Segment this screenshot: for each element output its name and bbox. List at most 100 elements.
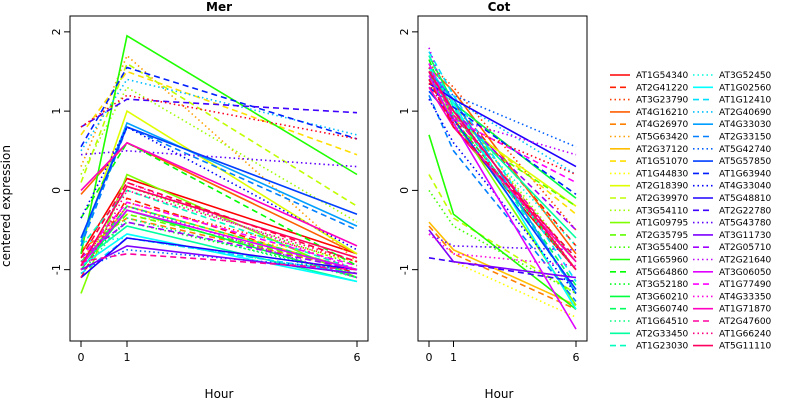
series-line-0-28 [80,125,358,247]
panel-mer: Mer Hour 0 1 6 -1 0 1 2 [50,0,369,400]
legend-label: AT5G48810 [719,194,772,204]
panel-title-cot: Cot [488,0,511,14]
y-tick-label: 0 [398,187,411,194]
series-line-1-14 [428,189,577,295]
series-line-0-31 [80,66,358,148]
legend-label: AT1G66240 [719,329,772,339]
legend-label: AT2G37120 [636,145,689,155]
legend-label: AT5G42740 [719,145,772,155]
legend-label: AT5G64860 [636,268,689,278]
series-line-0-19 [80,205,358,271]
y-tick-label: 1 [50,108,63,115]
series-line-1-31 [428,86,577,196]
legend-label: AT1G64510 [636,317,689,327]
legend-label: AT4G16210 [636,108,689,118]
series-line-1-34 [428,257,577,283]
legend-label: AT5G11110 [719,342,772,352]
legend-label: AT1G65960 [636,256,689,266]
legend-label: AT3G06050 [719,268,772,278]
legend-label: AT3G54110 [636,206,689,216]
legend-label: AT2G35795 [636,231,688,241]
legend-label: AT4G33030 [719,120,772,130]
legend-label: AT1G54340 [636,71,689,81]
series-line-0-33 [80,237,358,279]
series-line-1-24 [428,67,577,310]
legend-label: AT1G51070 [636,157,689,167]
legend-label: AT3G60210 [636,292,689,302]
x-axis-title-cot: Hour [485,387,514,400]
series-line-0-11 [80,86,358,223]
series-line-0-47 [80,94,358,140]
legend-label: AT2G33150 [719,133,772,143]
legend-label: AT2G41220 [636,83,689,93]
legend-label: AT1G02560 [719,83,772,93]
x-axis-title-mer: Hour [205,387,234,400]
series-line-0-32 [80,125,358,251]
series-line-0-8 [80,213,358,263]
series-line-0-20 [80,217,358,279]
legend-label: AT5G63420 [636,133,689,143]
panel-title-mer: Mer [206,0,232,14]
y-tick-label: 2 [50,28,63,35]
legend-label: AT1G71870 [719,305,772,315]
series-line-1-40 [428,63,577,184]
y-tick-label: 1 [398,108,411,115]
series-line-1-43 [428,71,577,263]
x-tick-label: 0 [426,351,433,364]
y-tick-label: 0 [50,187,63,194]
legend-label: AT2G18390 [636,182,689,192]
legend-label: AT4G26970 [636,120,689,130]
legend-label: AT2G22780 [719,206,772,216]
panel-cot: Cot Hour 0 1 6 -1 0 1 2 [398,0,588,400]
series-line-1-15 [428,134,577,310]
x-tick-label: 6 [354,351,361,364]
legend-label: AT3G60740 [636,305,689,315]
series-line-0-34 [80,98,358,128]
series-line-1-3 [428,66,577,255]
legend-label: AT1G12410 [719,96,772,106]
series-line-0-43 [80,252,358,271]
series-line-0-16 [80,141,358,267]
series-line-0-42 [80,141,358,247]
legend-label: AT1G63940 [719,169,772,179]
legend-label: AT3G52180 [636,280,689,290]
series-line-0-0 [80,177,358,255]
series-line-0-35 [80,149,358,168]
legend-label: AT2G47600 [719,317,772,327]
series-line-1-35 [428,233,577,251]
series-line-1-28 [428,94,577,302]
series-line-0-37 [80,221,358,271]
series-line-1-41 [428,233,577,267]
series-line-0-26 [80,78,358,152]
series-line-0-10 [80,62,358,207]
y-tick-label: -1 [50,264,63,275]
x-tick-label: 0 [78,351,85,364]
series-line-0-46 [80,181,358,263]
plot-frame [417,15,588,342]
legend-label: AT2G40690 [719,108,772,118]
series-line-0-30 [80,125,358,239]
series-line-1-10 [428,174,577,295]
series-line-1-6 [428,221,577,307]
legend-label: AT3G11730 [719,231,772,241]
x-tick-label: 1 [450,351,457,364]
legend-label: AT1G09795 [636,219,688,229]
y-tick-label: -1 [398,264,411,275]
legend-label: AT5G57850 [719,157,772,167]
legend-label: AT2G33450 [636,329,689,339]
x-tick-label: 1 [124,351,131,364]
series-line-1-46 [428,79,577,259]
legend-label: AT3G55400 [636,243,689,253]
series-line-0-39 [80,209,358,271]
legend-label: AT1G77490 [719,280,772,290]
series-line-1-47 [428,82,577,176]
legend-label: AT1G23030 [636,342,689,352]
series-line-0-45 [80,185,358,267]
legend-label: AT3G23790 [636,96,689,106]
x-tick-label: 6 [573,351,580,364]
legend-label: AT5G43780 [719,219,772,229]
legend-label: AT4G33350 [719,292,772,302]
series-line-1-25 [428,51,577,282]
legend-label: AT2G21640 [719,256,772,266]
